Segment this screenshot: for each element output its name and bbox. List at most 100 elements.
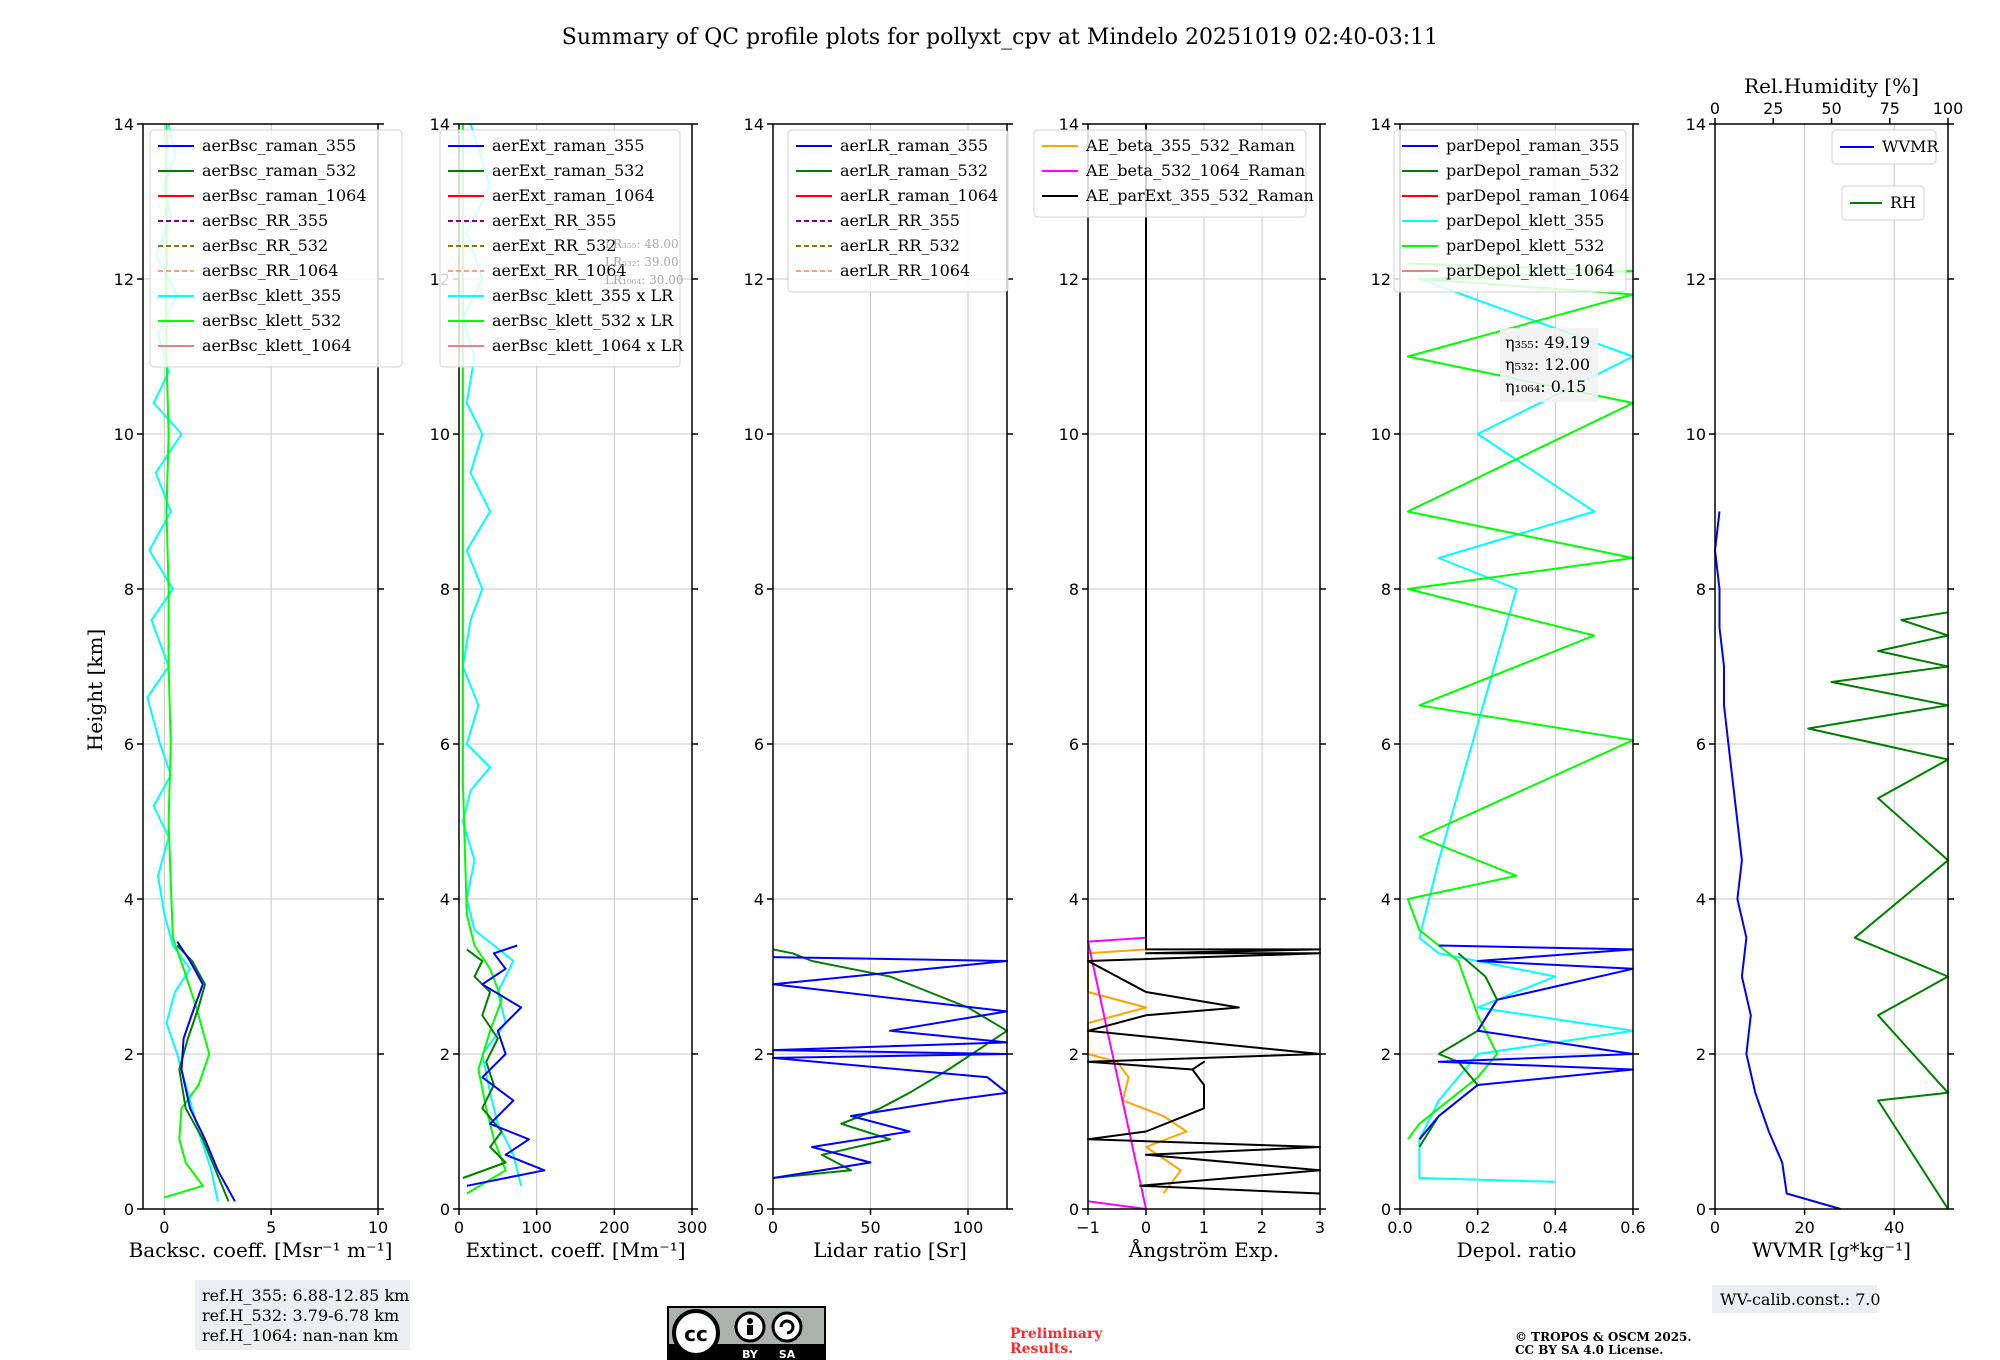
ref-height-1064: ref.H_1064: nan-nan km [202,1326,398,1345]
y-tick-label: 0 [440,1200,450,1219]
y-tick-label: 4 [754,890,764,909]
x-axis-label: WVMR [g*kg⁻¹] [1752,1238,1911,1262]
legend-label: aerExt_raman_1064 [492,186,655,205]
series-RH [1807,611,1949,1210]
y-tick-label: 12 [1059,270,1079,289]
legend-label: aerLR_raman_1064 [840,186,998,205]
x-tick-label: 3 [1315,1218,1325,1237]
legend-label: aerBsc_klett_355 [202,286,341,305]
y-tick-label: 2 [1069,1045,1079,1064]
legend: aerLR_raman_355 aerLR_raman_532 aerLR_rama… [787,129,1009,293]
legend-box [1033,129,1307,218]
series-AE_beta_532_1064_Raman [1087,936,1147,1210]
series-aerLR_raman_532 [772,948,1008,1179]
legend-label: aerLR_RR_355 [840,211,960,230]
panel-2: 024681012140100200300Extinct. coeff. [Mm… [430,115,708,1262]
x-tick-label: 300 [677,1218,708,1237]
x-axis-label: Depol. ratio [1457,1238,1577,1262]
axes-frame [1399,123,1634,1210]
x2-tick-label: 100 [1933,99,1964,118]
y-tick-label: 0 [1381,1200,1391,1219]
legend-label: aerExt_raman_355 [492,136,645,155]
x2-tick-label: 0 [1710,99,1720,118]
license-badge: cc BY SA [667,1306,826,1360]
y-tick-label: 14 [744,115,764,134]
x-tick-label: 0.2 [1465,1218,1490,1237]
y-tick-label: 12 [114,270,134,289]
legend-label: AE_parExt_355_532_Raman [1085,186,1314,205]
preliminary-line-2: Results. [1010,1341,1073,1357]
y-tick-label: 6 [1696,735,1706,754]
legend-label: aerBsc_RR_355 [202,211,328,230]
y-tick-label: 12 [1371,270,1391,289]
legend-label: AE_beta_355_532_Raman [1085,136,1295,155]
series-aerBsc_klett_532 [164,124,211,1199]
x2-tick-label: 50 [1821,99,1841,118]
series-aerLR_raman_355 [772,956,1008,1179]
legend-label: aerExt_RR_1064 [492,261,627,280]
x2-axis-label: Rel.Humidity [%] [1744,74,1919,98]
series-aerBsc_raman_532 [176,944,230,1202]
wv-calib-bg [1712,1285,1877,1313]
legend-label: aerExt_raman_532 [492,161,645,180]
x-tick-label: 0 [159,1218,169,1237]
by-icon-body [747,1325,753,1335]
x-tick-label: 100 [521,1218,552,1237]
figure-title: Summary of QC profile plots for pollyxt_… [562,25,1438,50]
legend-label: aerBsc_raman_355 [202,136,356,155]
legend-label: parDepol_klett_355 [1446,211,1604,230]
badge-sa-text: SA [779,1348,796,1360]
eta-label: η₃₅₅: 49.19 [1505,333,1590,352]
ref-heights-box: ref.H_355: 6.88-12.85 km ref.H_532: 3.79… [195,1280,410,1350]
x-tick-label: 100 [953,1218,984,1237]
x-axis-label: Lidar ratio [Sr] [813,1238,967,1262]
series-aerBsc_raman_355 [176,941,236,1202]
legend-label: aerBsc_RR_532 [202,236,328,255]
y-tick-label: 10 [1059,425,1079,444]
ref-height-532: ref.H_532: 3.79-6.78 km [202,1306,399,1325]
y-tick-label: 8 [440,580,450,599]
y-tick-label: 10 [744,425,764,444]
series-WVMR [1714,511,1841,1210]
y-tick-label: 8 [1696,580,1706,599]
axes-frame [772,123,1008,1210]
legend-label: aerLR_raman_355 [840,136,988,155]
legend-label: aerLR_RR_1064 [840,261,970,280]
y-tick-label: 12 [744,270,764,289]
y-tick-label: 0 [754,1200,764,1219]
x-tick-label: 1 [1199,1218,1209,1237]
legend-label: parDepol_raman_1064 [1446,186,1630,205]
y-tick-label: 14 [114,115,134,134]
legend-box [149,129,403,368]
y-tick-label: 0 [1069,1200,1079,1219]
legend-label: AE_beta_532_1064_Raman [1085,161,1305,180]
x-axis-label: Extinct. coeff. [Mm⁻¹] [465,1238,685,1262]
legend-label: aerExt_RR_532 [492,236,616,255]
legend-label: parDepol_klett_1064 [1446,261,1615,280]
legend-label: aerBsc_RR_1064 [202,261,338,280]
y-tick-label: 8 [124,580,134,599]
legend-label: RH [1890,193,1916,212]
x-tick-label: 0 [454,1218,464,1237]
y-tick-label: 4 [1381,890,1391,909]
y-axis-label: Height [km] [83,629,107,751]
sa-icon [771,1311,803,1343]
y-tick-label: 4 [440,890,450,909]
legend-box-rh [1841,185,1925,221]
ref-height-355: ref.H_355: 6.88-12.85 km [202,1286,409,1305]
legend-label: aerBsc_klett_532 x LR [492,311,674,330]
copyright-line-1: © TROPOS & OSCM 2025. [1515,1330,1692,1344]
legend: AE_beta_355_532_Raman AE_beta_532_1064_Ra… [1033,129,1314,218]
eta-label: η₅₃₂: 12.00 [1505,355,1590,374]
series-aerExt_raman_532 [462,948,507,1179]
legend-label: parDepol_klett_532 [1446,236,1604,255]
by-icon-head [747,1318,753,1324]
y-tick-label: 2 [440,1045,450,1064]
legend-box [439,129,681,368]
wv-calib-const: WV-calib.const.: 7.0 [1720,1290,1881,1309]
y-tick-label: 0 [124,1200,134,1219]
legend-label: aerLR_RR_532 [840,236,960,255]
